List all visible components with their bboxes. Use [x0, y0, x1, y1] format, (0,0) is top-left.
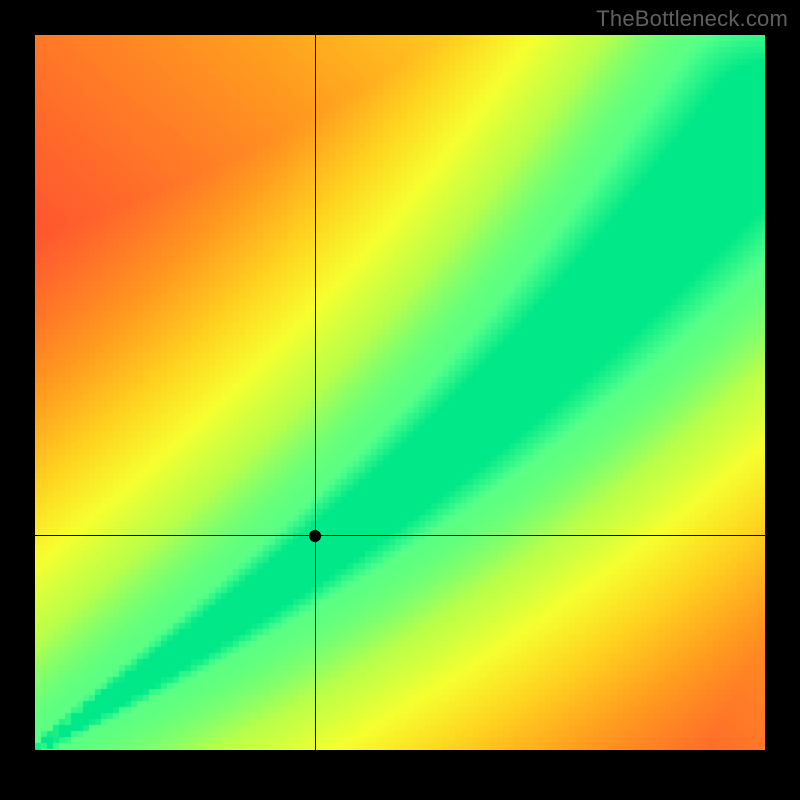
crosshair-marker	[309, 530, 321, 542]
watermark-text: TheBottleneck.com	[596, 6, 788, 32]
chart-container: TheBottleneck.com	[0, 0, 800, 800]
crosshair-horizontal	[35, 535, 765, 536]
heatmap-canvas	[35, 35, 765, 750]
heatmap-plot	[35, 35, 765, 750]
crosshair-vertical	[315, 35, 316, 750]
